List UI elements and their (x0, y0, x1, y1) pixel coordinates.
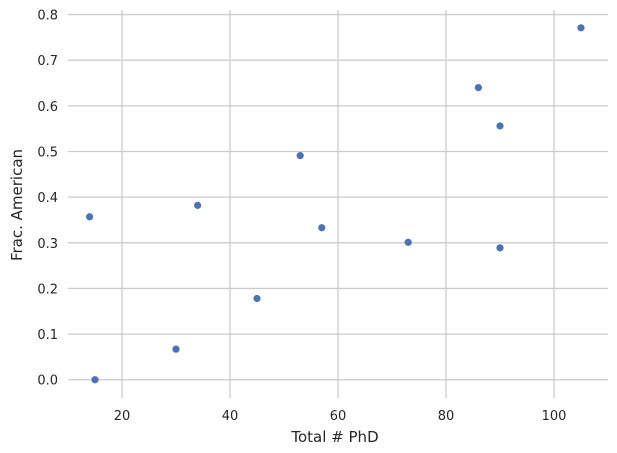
y-tick-labels: 0.0 0.1 0.2 0.3 0.4 0.5 0.6 0.7 0.8 (37, 9, 58, 389)
y-tick-label: 0.0 (37, 374, 58, 389)
y-tick-label: 0.2 (37, 282, 58, 297)
data-point (496, 244, 504, 252)
y-tick-label: 0.6 (37, 100, 58, 115)
data-point (404, 238, 412, 246)
x-tick-label: 20 (114, 409, 131, 424)
y-tick-label: 0.5 (37, 146, 58, 161)
data-point (91, 376, 99, 384)
y-tick-label: 0.7 (37, 54, 58, 69)
data-point (296, 152, 304, 160)
data-point (86, 213, 94, 221)
data-point (474, 84, 482, 92)
data-point (172, 345, 180, 353)
data-points (86, 24, 585, 384)
x-axis-label: Total # PhD (290, 428, 378, 446)
data-point (496, 122, 504, 130)
x-tick-label: 80 (438, 409, 455, 424)
data-point (318, 224, 326, 232)
y-tick-label: 0.3 (37, 237, 58, 252)
x-tick-label: 60 (330, 409, 347, 424)
y-tick-label: 0.8 (37, 9, 58, 24)
data-point (194, 201, 202, 209)
y-axis-label: Frac. American (8, 149, 26, 261)
y-tick-label: 0.4 (37, 191, 58, 206)
x-tick-label: 100 (542, 409, 567, 424)
x-tick-labels: 20 40 60 80 100 (114, 409, 567, 424)
data-point (577, 24, 585, 32)
data-point (253, 294, 261, 303)
grid (68, 10, 608, 398)
x-tick-label: 40 (222, 409, 239, 424)
y-tick-label: 0.1 (37, 328, 58, 343)
